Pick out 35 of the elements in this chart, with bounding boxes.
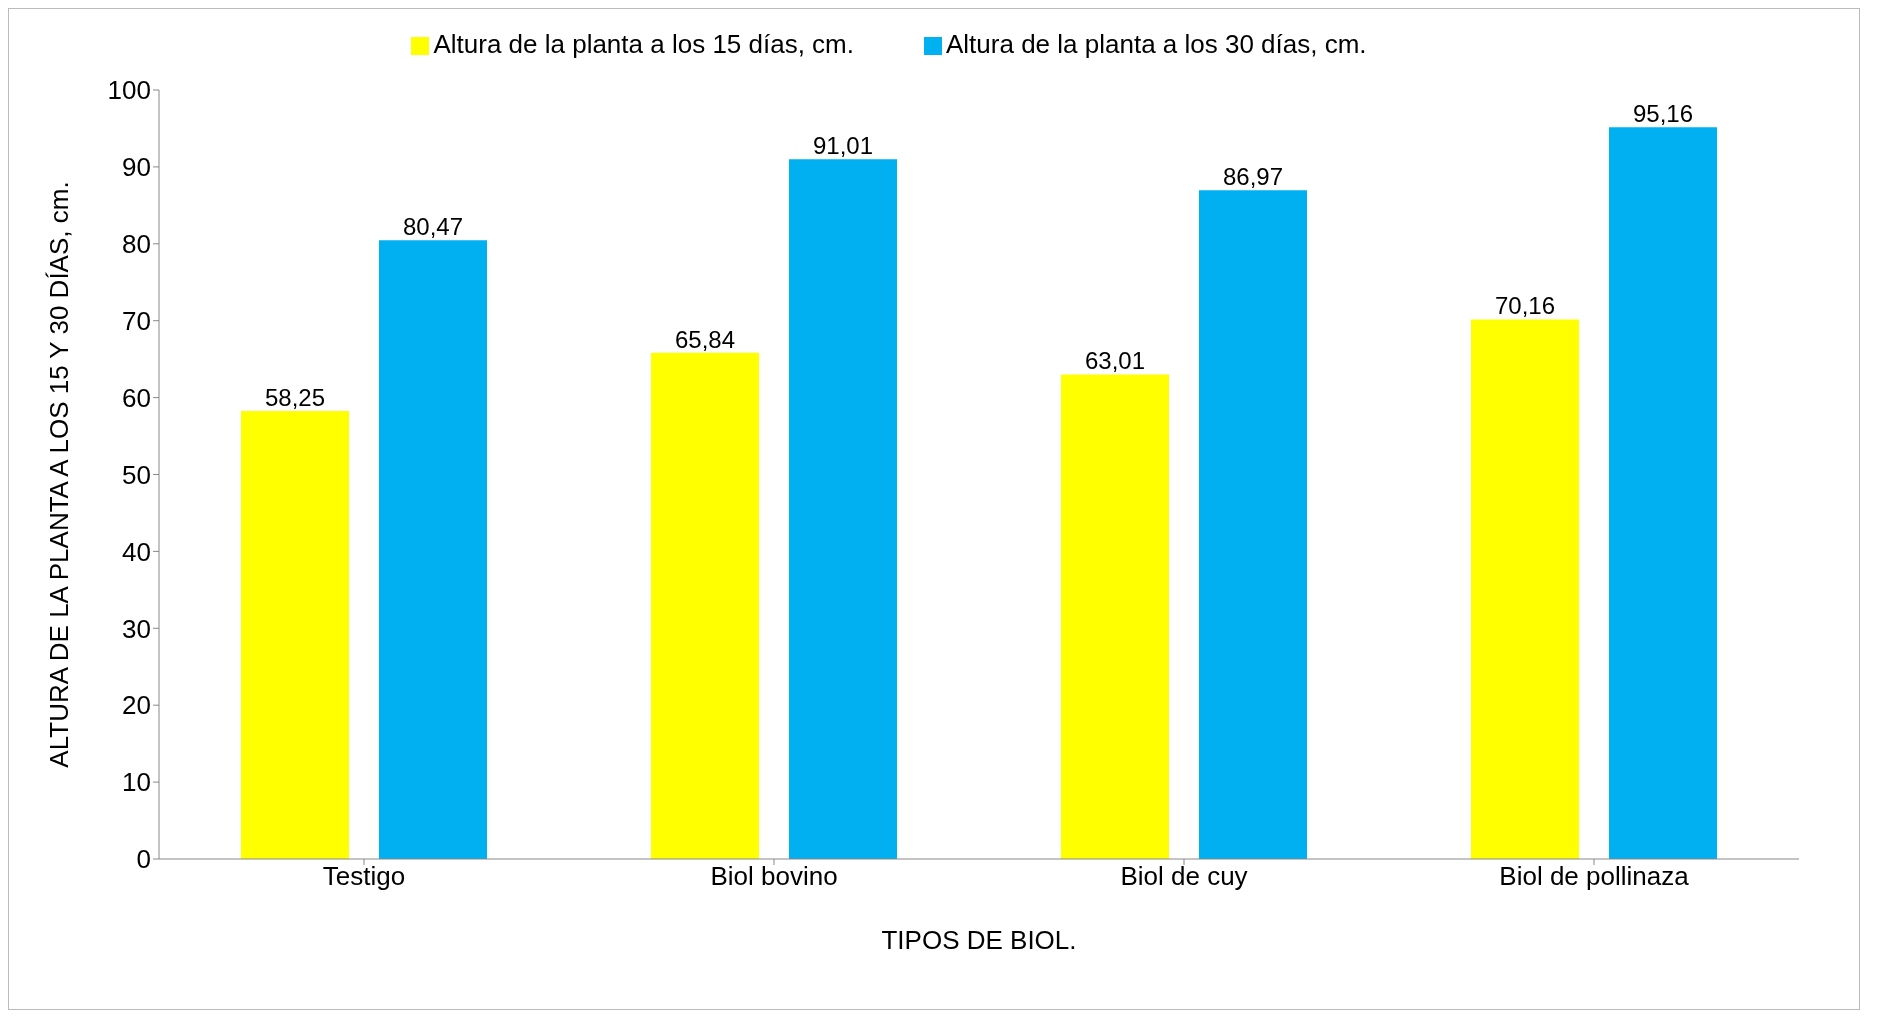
x-tick-label: Biol de pollinaza xyxy=(1499,861,1690,892)
y-tick-label: 80 xyxy=(122,229,151,260)
y-tick-label: 20 xyxy=(122,690,151,721)
y-tick-label: 30 xyxy=(122,613,151,644)
x-axis-title: TIPOS DE BIOL. xyxy=(881,925,1077,955)
x-tick-label: Testigo xyxy=(322,861,406,892)
bar xyxy=(241,411,349,859)
y-tick-label: 10 xyxy=(122,767,151,798)
bar xyxy=(1061,374,1169,859)
x-tick-label: Biol bovino xyxy=(710,861,838,892)
y-tick-label: 100 xyxy=(107,75,151,106)
bar xyxy=(379,240,487,859)
y-tick-label: 70 xyxy=(122,305,151,336)
data-label: 80,47 xyxy=(402,213,464,241)
y-tick-label: 0 xyxy=(136,844,151,875)
y-tick-label: 90 xyxy=(122,152,151,183)
bar xyxy=(651,352,759,859)
y-tick-label: 40 xyxy=(122,536,151,567)
legend-label: Altura de la planta a los 30 días, cm. xyxy=(946,29,1367,59)
data-label: 91,01 xyxy=(812,132,874,160)
data-label: 58,25 xyxy=(264,384,326,412)
data-label: 63,01 xyxy=(1084,347,1146,375)
y-tick-label: 50 xyxy=(122,459,151,490)
bar xyxy=(1471,319,1579,859)
data-label: 70,16 xyxy=(1494,292,1556,320)
y-tick-label: 60 xyxy=(122,382,151,413)
data-label: 86,97 xyxy=(1222,163,1284,191)
data-label: 95,16 xyxy=(1632,100,1694,128)
bar xyxy=(789,159,897,859)
x-tick-label: Biol de cuy xyxy=(1120,861,1248,892)
y-axis-title: ALTURA DE LA PLANTA A LOS 15 Y 30 DÍAS, cm. xyxy=(44,181,75,768)
bar xyxy=(1199,190,1307,859)
bar xyxy=(1609,127,1717,859)
data-label: 65,84 xyxy=(674,325,736,353)
legend-label: Altura de la planta a los 15 días, cm. xyxy=(433,29,854,59)
